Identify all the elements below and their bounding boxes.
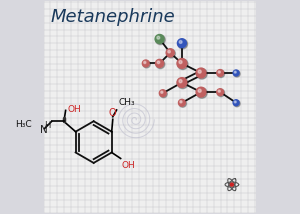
Circle shape	[167, 49, 176, 58]
Text: O: O	[109, 108, 117, 118]
Circle shape	[177, 39, 186, 48]
Circle shape	[143, 61, 150, 68]
Circle shape	[144, 61, 146, 64]
Circle shape	[155, 34, 164, 43]
Circle shape	[178, 99, 185, 106]
Circle shape	[217, 70, 224, 76]
Circle shape	[155, 59, 164, 67]
Circle shape	[142, 60, 149, 67]
Text: OH: OH	[122, 160, 135, 169]
Circle shape	[161, 91, 163, 93]
Circle shape	[179, 100, 186, 107]
Circle shape	[178, 39, 188, 49]
Circle shape	[196, 87, 206, 97]
Circle shape	[218, 71, 220, 73]
Circle shape	[217, 70, 225, 77]
Circle shape	[234, 71, 240, 77]
Circle shape	[177, 58, 187, 68]
Text: H: H	[45, 121, 51, 130]
Circle shape	[198, 70, 201, 73]
Text: N: N	[40, 125, 47, 135]
Circle shape	[179, 61, 182, 64]
Circle shape	[159, 90, 166, 97]
Circle shape	[234, 101, 236, 103]
Circle shape	[233, 100, 239, 106]
Text: CH₃: CH₃	[118, 98, 135, 107]
Circle shape	[180, 101, 182, 103]
Circle shape	[177, 78, 187, 88]
Circle shape	[160, 90, 167, 98]
Circle shape	[198, 89, 201, 92]
Circle shape	[218, 90, 220, 92]
Circle shape	[168, 50, 170, 53]
Circle shape	[233, 70, 239, 76]
Circle shape	[156, 60, 165, 69]
Text: Metanephrine: Metanephrine	[50, 8, 175, 26]
Circle shape	[234, 71, 236, 73]
Circle shape	[196, 68, 207, 79]
Text: OH: OH	[67, 105, 81, 114]
Circle shape	[157, 61, 160, 64]
Circle shape	[230, 183, 233, 186]
Circle shape	[217, 89, 224, 95]
Circle shape	[179, 40, 182, 43]
Text: H₃C: H₃C	[15, 120, 32, 129]
Circle shape	[196, 68, 206, 78]
Circle shape	[179, 80, 182, 83]
Circle shape	[196, 88, 207, 98]
Circle shape	[178, 78, 188, 89]
Circle shape	[156, 35, 165, 45]
Circle shape	[157, 36, 160, 39]
Circle shape	[217, 89, 225, 97]
Circle shape	[166, 49, 174, 57]
Circle shape	[178, 59, 188, 70]
Circle shape	[234, 100, 240, 107]
